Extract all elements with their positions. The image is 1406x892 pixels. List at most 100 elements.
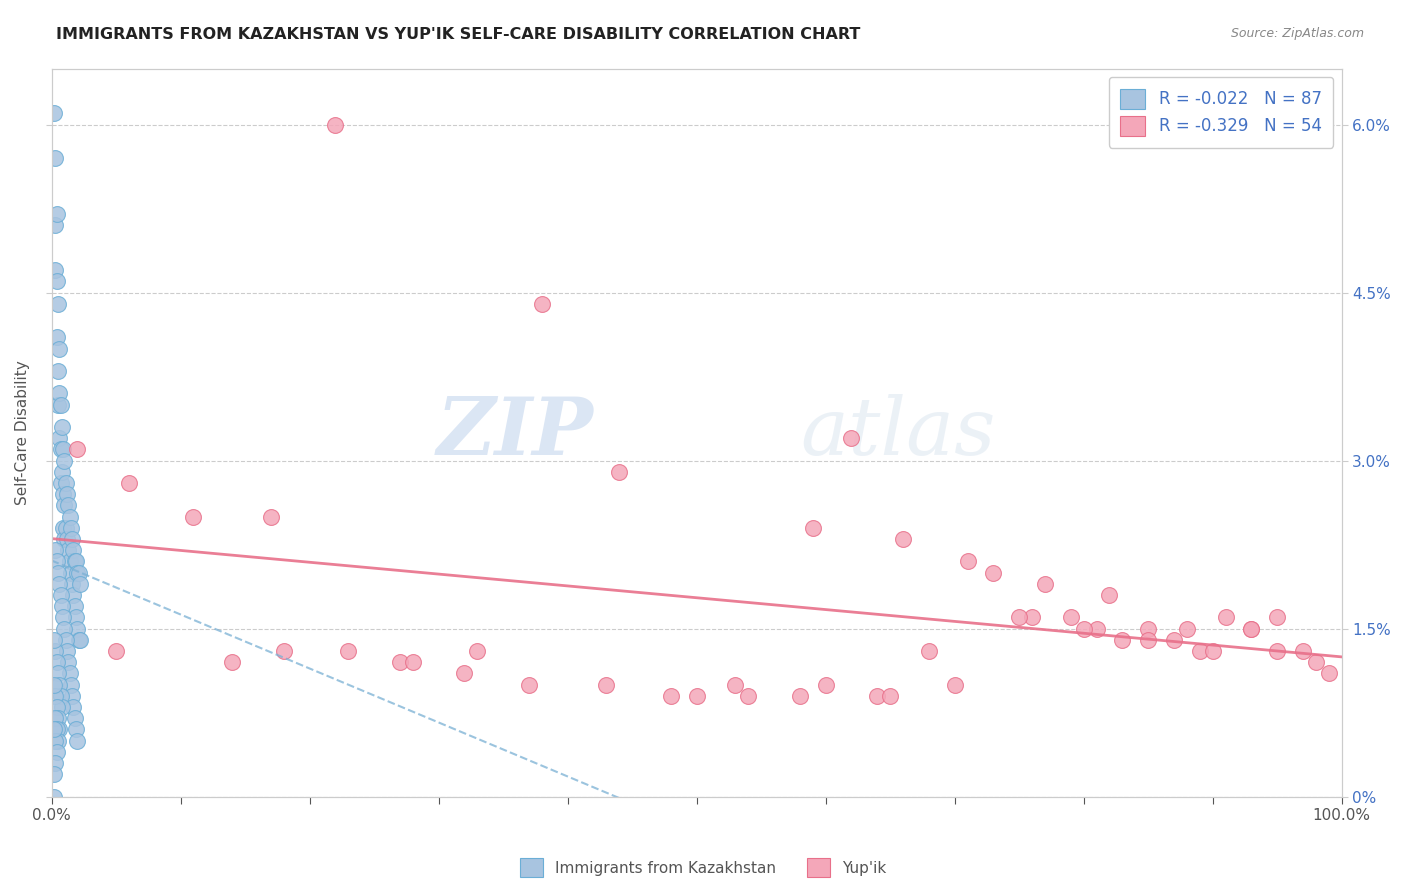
- Point: [453, 666, 475, 681]
- Point: [983, 566, 1005, 580]
- Point: [1317, 666, 1340, 681]
- Point: [67, 632, 90, 647]
- Point: [63, 554, 86, 568]
- Point: [53, 532, 76, 546]
- Point: [1033, 577, 1056, 591]
- Point: [46, 733, 69, 747]
- Point: [388, 655, 411, 669]
- Point: [273, 644, 295, 658]
- Point: [52, 521, 75, 535]
- Point: [62, 543, 84, 558]
- Point: [46, 364, 69, 378]
- Point: [49, 689, 72, 703]
- Point: [49, 588, 72, 602]
- Point: [1305, 655, 1327, 669]
- Point: [1292, 644, 1315, 658]
- Point: [45, 554, 67, 568]
- Point: [51, 700, 73, 714]
- Point: [737, 689, 759, 703]
- Point: [46, 297, 69, 311]
- Point: [44, 711, 66, 725]
- Point: [60, 577, 83, 591]
- Point: [879, 689, 901, 703]
- Point: [48, 386, 70, 401]
- Point: [67, 566, 90, 580]
- Text: atlas: atlas: [800, 394, 995, 471]
- Point: [59, 566, 82, 580]
- Point: [1021, 610, 1043, 624]
- Point: [46, 666, 69, 681]
- Point: [42, 106, 65, 120]
- Point: [325, 118, 347, 132]
- Point: [66, 566, 89, 580]
- Point: [52, 442, 75, 457]
- Point: [45, 330, 67, 344]
- Point: [58, 543, 80, 558]
- Point: [51, 465, 73, 479]
- Point: [530, 297, 553, 311]
- Point: [789, 689, 811, 703]
- Point: [1008, 610, 1031, 624]
- Point: [55, 475, 77, 490]
- Point: [866, 689, 889, 703]
- Point: [49, 442, 72, 457]
- Point: [221, 655, 243, 669]
- Point: [517, 678, 540, 692]
- Point: [46, 566, 69, 580]
- Point: [63, 599, 86, 614]
- Text: Source: ZipAtlas.com: Source: ZipAtlas.com: [1230, 27, 1364, 40]
- Point: [45, 700, 67, 714]
- Legend: R = -0.022   N = 87, R = -0.329   N = 54: R = -0.022 N = 87, R = -0.329 N = 54: [1109, 77, 1333, 147]
- Point: [1240, 622, 1263, 636]
- Point: [659, 689, 682, 703]
- Point: [58, 554, 80, 568]
- Point: [42, 678, 65, 692]
- Point: [118, 475, 141, 490]
- Point: [56, 532, 79, 546]
- Point: [58, 509, 80, 524]
- Point: [58, 666, 80, 681]
- Point: [66, 733, 89, 747]
- Point: [66, 442, 89, 457]
- Point: [956, 554, 979, 568]
- Point: [595, 678, 617, 692]
- Point: [51, 599, 73, 614]
- Point: [45, 207, 67, 221]
- Point: [1073, 622, 1095, 636]
- Point: [183, 509, 205, 524]
- Point: [55, 632, 77, 647]
- Point: [45, 655, 67, 669]
- Point: [62, 700, 84, 714]
- Point: [465, 644, 488, 658]
- Point: [46, 711, 69, 725]
- Point: [44, 219, 66, 233]
- Point: [801, 521, 824, 535]
- Point: [48, 723, 70, 737]
- Point: [1137, 632, 1160, 647]
- Point: [60, 532, 83, 546]
- Point: [1060, 610, 1083, 624]
- Point: [69, 577, 91, 591]
- Point: [45, 723, 67, 737]
- Point: [49, 398, 72, 412]
- Point: [48, 431, 70, 445]
- Point: [42, 789, 65, 804]
- Point: [1111, 632, 1133, 647]
- Point: [1265, 610, 1288, 624]
- Point: [918, 644, 941, 658]
- Point: [943, 678, 966, 692]
- Point: [44, 151, 66, 165]
- Point: [52, 610, 75, 624]
- Point: [1175, 622, 1198, 636]
- Point: [65, 554, 87, 568]
- Point: [46, 398, 69, 412]
- Point: [52, 487, 75, 501]
- Point: [53, 453, 76, 467]
- Point: [63, 711, 86, 725]
- Point: [841, 431, 863, 445]
- Point: [48, 678, 70, 692]
- Point: [1265, 644, 1288, 658]
- Point: [58, 655, 80, 669]
- Point: [1098, 588, 1121, 602]
- Point: [56, 487, 79, 501]
